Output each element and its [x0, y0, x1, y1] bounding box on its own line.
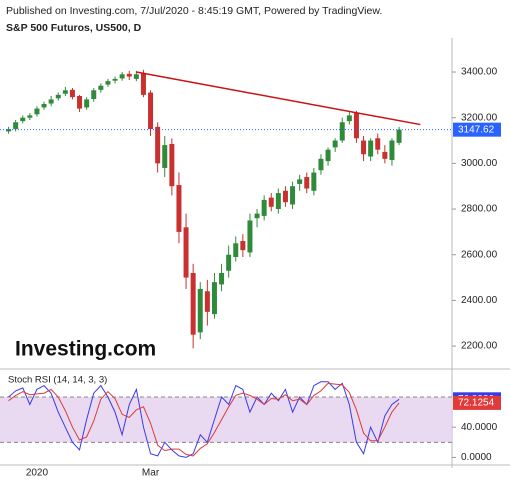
- candle-body: [77, 96, 83, 109]
- candle-body: [105, 81, 111, 85]
- candle-body: [48, 99, 54, 104]
- candle-body: [69, 89, 75, 98]
- published-note: Published on Investing.com, 7/Jul/2020 -…: [6, 5, 382, 17]
- candle-body: [254, 213, 260, 219]
- y-tick-label: 0.0000: [461, 452, 492, 463]
- y-tick-label: 2800.00: [461, 204, 498, 215]
- candle-body: [353, 113, 359, 139]
- y-tick-label: 2200.00: [461, 341, 498, 352]
- y-tick-label: 2600.00: [461, 249, 498, 260]
- candle-body: [176, 185, 182, 232]
- candle-body: [183, 227, 189, 278]
- band: [0, 396, 452, 443]
- candle-body: [148, 92, 154, 130]
- candle-body: [169, 143, 175, 187]
- last-price-box: [453, 122, 501, 137]
- value-label-box: [453, 395, 501, 410]
- candle-body: [204, 291, 210, 312]
- y-tick-label: 3000.00: [461, 158, 498, 169]
- candle-body: [233, 243, 239, 258]
- candle-body: [84, 99, 90, 108]
- candle-body: [226, 254, 232, 271]
- indicator-title: Stoch RSI (14, 14, 3, 3): [8, 375, 107, 386]
- candle-body: [112, 78, 118, 81]
- candle-body: [346, 115, 352, 122]
- candle-body: [261, 199, 267, 216]
- y-tick-label: 3400.00: [461, 67, 498, 78]
- candle-body: [332, 140, 338, 148]
- candle-body: [396, 129, 402, 143]
- candle-body: [190, 272, 196, 335]
- candle-body: [91, 90, 97, 99]
- value-label: 72.1254: [458, 398, 495, 409]
- candle-body: [62, 90, 68, 94]
- candle-body: [375, 138, 381, 150]
- candle-body: [275, 193, 281, 210]
- candle-body: [290, 186, 296, 205]
- candle-body: [41, 104, 47, 108]
- candle-body: [162, 145, 168, 168]
- candle-body: [6, 129, 12, 132]
- last-price-label: 3147.62: [458, 124, 495, 135]
- candle-body: [140, 73, 146, 95]
- stoch-line: [8, 382, 400, 457]
- candle-body: [34, 108, 40, 115]
- candle-body: [55, 94, 61, 99]
- candle-body: [13, 122, 19, 130]
- candle-body: [325, 149, 331, 162]
- candle-body: [27, 115, 33, 118]
- candle-body: [119, 74, 125, 79]
- candle-body: [268, 197, 274, 207]
- candle-body: [133, 74, 139, 79]
- candle-body: [98, 85, 104, 90]
- chart-title: S&P 500 Futuros, US500, D: [6, 22, 142, 34]
- candle-body: [211, 282, 217, 315]
- x-tick-label: Mar: [142, 468, 160, 479]
- candle-body: [368, 140, 374, 157]
- candle-body: [304, 177, 310, 189]
- candle-body: [389, 140, 395, 160]
- candle-body: [297, 179, 303, 184]
- y-tick-label: 40.0000: [461, 422, 498, 433]
- candle-body: [20, 117, 26, 122]
- candle-body: [339, 122, 345, 141]
- candle-body: [311, 172, 317, 191]
- y-tick-label: 3200.00: [461, 112, 498, 123]
- candle-body: [155, 126, 161, 164]
- candle-body: [361, 140, 367, 155]
- candle-body: [247, 220, 253, 253]
- candle-body: [240, 241, 246, 251]
- y-tick-label: 2400.00: [461, 295, 498, 306]
- candle-body: [282, 190, 288, 203]
- stoch-line: [8, 381, 400, 458]
- logo: Investing.com: [15, 338, 156, 361]
- x-tick-label: 2020: [26, 468, 49, 479]
- candle-body: [219, 272, 225, 285]
- candle-body: [382, 151, 388, 159]
- trend-line: [136, 71, 421, 126]
- candle-body: [197, 288, 203, 333]
- candle-body: [318, 158, 324, 171]
- candle-body: [126, 73, 132, 77]
